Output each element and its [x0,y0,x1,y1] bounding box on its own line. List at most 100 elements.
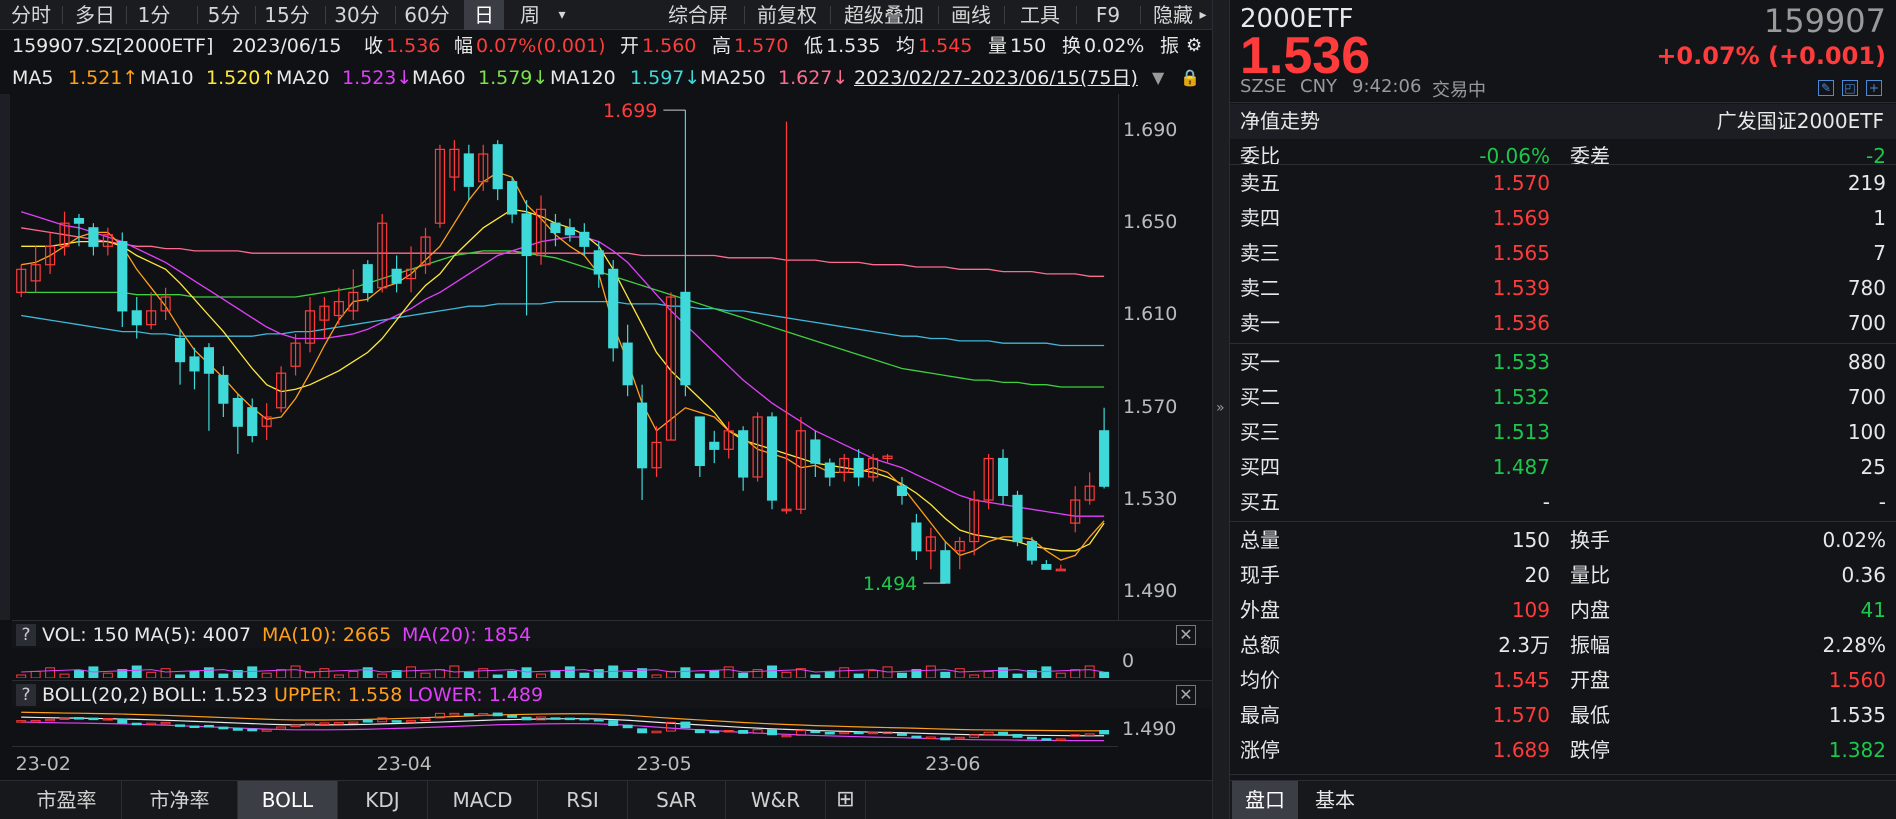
candle[interactable] [304,297,316,353]
candle[interactable] [896,476,908,505]
period-multiday[interactable]: 多日 [75,3,115,27]
candle[interactable] [405,246,417,293]
candle[interactable] [492,140,503,201]
candle[interactable] [622,324,633,397]
tab-macd[interactable]: MACD [428,781,538,819]
candle[interactable] [1026,536,1038,565]
candle[interactable] [882,453,893,464]
candle[interactable] [637,384,648,501]
candle[interactable] [550,213,561,247]
candle[interactable] [810,430,821,477]
period-1min[interactable]: 1分 [137,3,171,27]
candle[interactable] [579,223,590,256]
settings-gear-icon[interactable]: ⚙ [1186,35,1203,56]
candle[interactable] [535,195,547,265]
candle[interactable] [160,287,171,321]
edit-icon[interactable]: ✎ [1818,80,1834,96]
candle[interactable] [925,527,936,570]
close-boll-icon[interactable]: ✕ [1176,685,1196,705]
more-arrow-icon[interactable]: ▸ [1199,7,1207,23]
nav-row[interactable]: 净值走势 广发国证2000ETF [1230,104,1896,139]
candle[interactable] [839,453,850,482]
candle[interactable] [333,287,344,325]
range-dropdown-icon[interactable]: ▼ [1152,68,1165,87]
candle[interactable] [449,140,460,191]
period-15min[interactable]: 15分 [264,3,310,27]
candle[interactable] [940,541,951,584]
candle[interactable] [738,426,749,491]
candle[interactable] [824,458,835,487]
help-icon[interactable]: ? [16,624,36,646]
candle[interactable] [954,536,965,570]
candle[interactable] [709,430,720,464]
candle[interactable] [766,412,778,510]
candle[interactable] [88,223,99,256]
candle[interactable] [478,144,489,191]
collapse-arrow-icon[interactable]: » [1216,400,1225,416]
close-vol-icon[interactable]: ✕ [1176,625,1196,645]
candle[interactable] [348,269,359,321]
candle[interactable] [593,241,604,288]
help-icon[interactable]: ? [16,684,36,706]
candle[interactable] [30,246,41,293]
tab-pb[interactable]: 市净率 [122,781,238,819]
add-icon[interactable]: + [1866,80,1882,96]
candle[interactable] [232,393,243,454]
hide-button[interactable]: 隐藏 [1153,3,1193,27]
period-intraday[interactable]: 分时 [11,3,51,27]
date-range-selector[interactable]: 2023/02/27-2023/06/15(75日) [854,67,1138,89]
lock-icon[interactable]: 🔒 [1180,68,1200,87]
candle[interactable] [868,453,879,482]
candle[interactable] [651,426,662,477]
period-30min[interactable]: 30分 [334,3,380,27]
candle[interactable] [1070,486,1081,533]
candle[interactable] [983,453,994,510]
candle[interactable] [391,255,402,293]
candle[interactable] [434,144,446,228]
composite-screen-button[interactable]: 综合屏 [668,3,728,27]
panel-splitter[interactable]: » [1212,0,1230,819]
candle[interactable] [420,227,431,274]
candle[interactable] [564,218,575,242]
candle[interactable] [694,416,705,477]
candle[interactable] [608,260,619,362]
nav-trend-link[interactable]: 净值走势 [1240,109,1320,133]
draw-line-button[interactable]: 画线 [951,3,991,27]
window-icon[interactable]: ◰ [1842,80,1858,96]
forward-adjust-button[interactable]: 前复权 [757,3,817,27]
period-daily[interactable]: 日 [464,0,504,30]
tab-rsi[interactable]: RSI [538,781,628,819]
candle[interactable] [853,449,864,487]
candle[interactable] [521,200,532,316]
period-weekly[interactable]: 周 [520,3,540,27]
candle[interactable] [189,347,200,390]
tools-button[interactable]: 工具 [1020,3,1060,27]
candle[interactable] [59,211,70,256]
tab-pe[interactable]: 市盈率 [12,781,122,819]
candle[interactable] [261,403,272,441]
tab-sar[interactable]: SAR [628,781,726,819]
candle[interactable] [795,416,806,514]
candle[interactable] [781,121,792,514]
candle[interactable] [16,264,27,298]
candle[interactable] [73,213,85,247]
candlestick-chart[interactable]: 1.699 1.494 [12,94,1118,620]
period-60min[interactable]: 60分 [404,3,450,27]
tab-orderbook[interactable]: 盘口 [1232,781,1298,819]
f9-button[interactable]: F9 [1095,3,1121,27]
candle[interactable] [276,366,287,413]
candle[interactable] [723,421,734,459]
candle[interactable] [1084,472,1095,505]
super-overlay-button[interactable]: 超级叠加 [844,3,924,27]
left-scroll-strip[interactable] [0,94,10,620]
candle[interactable] [146,292,157,330]
tab-kdj[interactable]: KDJ [338,781,428,819]
tab-boll[interactable]: BOLL [238,781,338,819]
candle[interactable] [969,490,980,556]
candle[interactable] [1041,560,1052,570]
candle[interactable] [1012,490,1023,547]
candle[interactable] [507,177,518,224]
tab-wr[interactable]: W&R [726,781,826,819]
candle[interactable] [131,297,142,339]
candle[interactable] [174,329,186,385]
